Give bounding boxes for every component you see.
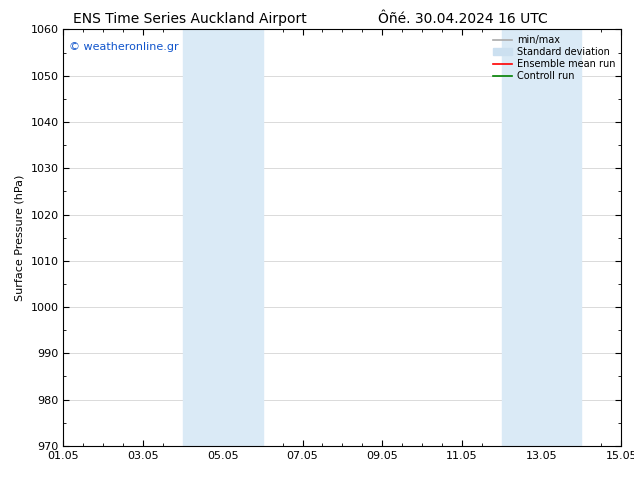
Y-axis label: Surface Pressure (hPa): Surface Pressure (hPa) [15, 174, 25, 301]
Bar [501, 29, 581, 446]
Bar [183, 29, 262, 446]
Text: © weatheronline.gr: © weatheronline.gr [69, 42, 179, 52]
Legend: min/max, Standard deviation, Ensemble mean run, Controll run: min/max, Standard deviation, Ensemble me… [489, 32, 618, 84]
Text: Ôñé. 30.04.2024 16 UTC: Ôñé. 30.04.2024 16 UTC [378, 12, 548, 26]
Text: ENS Time Series Auckland Airport: ENS Time Series Auckland Airport [74, 12, 307, 26]
